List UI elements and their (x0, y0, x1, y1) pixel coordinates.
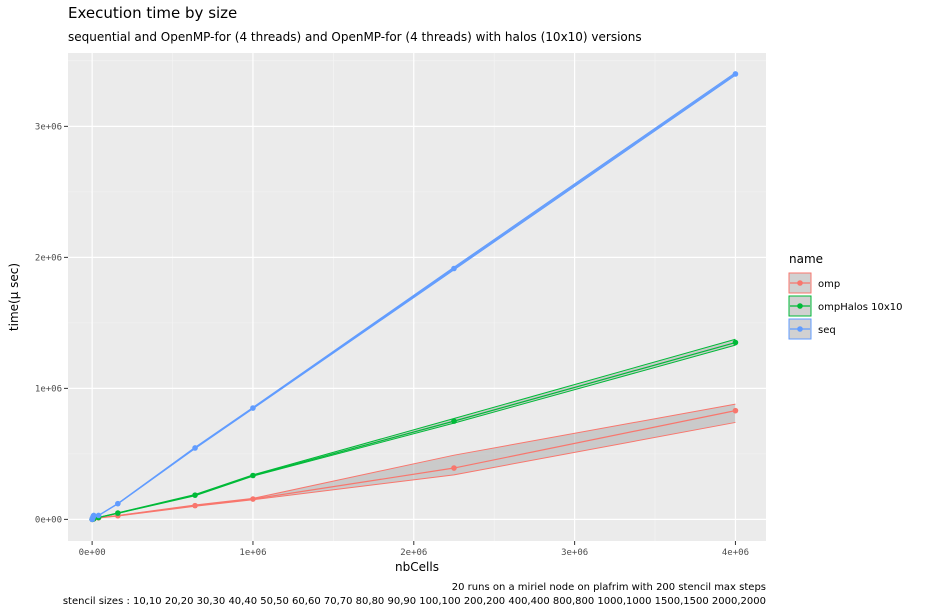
point-omp (451, 465, 457, 471)
x-axis-title: nbCells (395, 560, 439, 574)
x-axis-ticks: 0e+00 1e+06 2e+06 3e+06 4e+06 (79, 541, 749, 558)
point-seq (95, 512, 102, 519)
chart-subtitle: sequential and OpenMP-for (4 threads) an… (68, 30, 642, 44)
point-seq (451, 265, 457, 272)
major-gridlines (68, 53, 766, 541)
x-tick-label: 3e+06 (561, 548, 588, 558)
legend-title: name (789, 252, 823, 266)
point-seq (732, 71, 739, 77)
legend-label-omphalos-10x10: ompHalos 10x10 (818, 302, 903, 313)
legend-key-point (797, 280, 803, 286)
caption-line-2: stencil sizes : 10,10 20,20 30,30 40,40 … (63, 596, 766, 607)
x-tick-label: 0e+00 (79, 548, 106, 558)
point-omp (732, 407, 739, 414)
x-tick-label: 2e+06 (400, 548, 427, 558)
x-tick-label: 1e+06 (239, 548, 266, 558)
point-omphalos-10x10 (192, 492, 198, 498)
point-omphalos-10x10 (732, 339, 739, 346)
x-tick-label: 4e+06 (722, 548, 749, 558)
point-seq (90, 512, 97, 519)
point-omp (250, 496, 256, 502)
y-tick-label: 0e+00 (35, 515, 62, 525)
caption-line-1: 20 runs on a miriel node on plafrim with… (452, 582, 766, 593)
series-points (89, 71, 739, 523)
point-omp (192, 502, 198, 509)
legend-item-seq: seq (788, 318, 836, 340)
point-omphalos-10x10 (451, 418, 457, 424)
point-omphalos-10x10 (250, 472, 256, 479)
y-tick-label: 2e+06 (35, 253, 62, 263)
chart-title: Execution time by size (68, 4, 238, 22)
legend-item-omphalos-10x10: ompHalos 10x10 (788, 295, 903, 317)
y-tick-label: 1e+06 (35, 384, 62, 394)
point-seq (115, 500, 121, 507)
y-axis-title: time(µ sec) (7, 263, 21, 331)
point-omphalos-10x10 (115, 510, 121, 516)
point-seq (250, 405, 256, 411)
legend-key-point (797, 303, 803, 309)
minor-gridlines (68, 53, 766, 541)
point-seq (192, 445, 198, 451)
legend-label-omp: omp (818, 279, 840, 290)
legend-item-omp: omp (788, 272, 840, 294)
legend-key-point (797, 326, 803, 332)
y-axis-ticks: 0e+00 1e+06 2e+06 3e+06 (35, 122, 68, 525)
legend: name omp ompHalos 10x10 seq (788, 252, 903, 340)
y-tick-label: 3e+06 (35, 122, 62, 132)
legend-label-seq: seq (818, 325, 836, 336)
